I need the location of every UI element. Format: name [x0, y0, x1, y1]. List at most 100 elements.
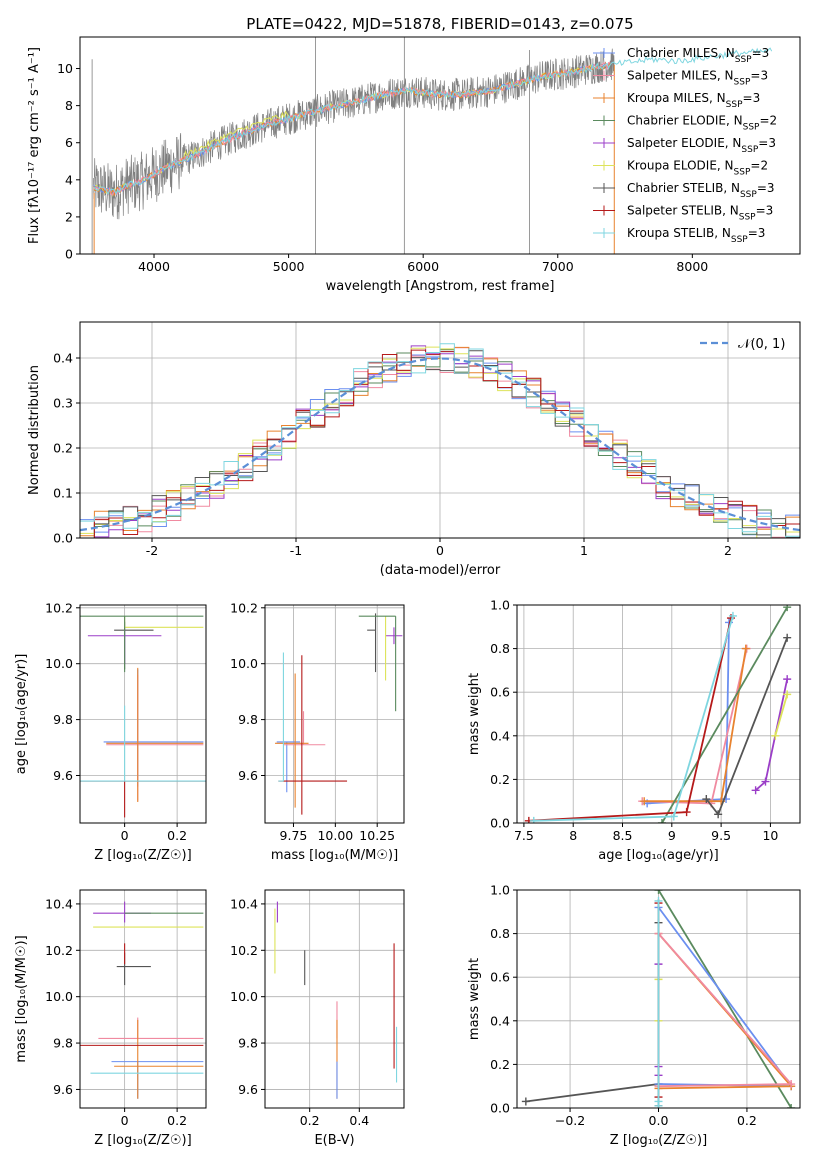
y-tick-label: 6 — [65, 135, 73, 150]
panel-mass-vs-Z: 0 0.2 9.6 9.8 10.0 10.2 10.4 Z [log₁₀(Z/Z☉)] mas… — [14, 889, 207, 1148]
plot-area — [80, 343, 800, 538]
y-tick-label: 0.0 — [490, 816, 510, 831]
y-axis-label: Flux [fλ10⁻¹⁷ erg cm⁻² s⁻¹ A⁻¹] — [27, 47, 42, 244]
weight-marker — [783, 675, 792, 684]
y-axis-label: Normed distribution — [27, 365, 42, 495]
legend-entry: Chabrier MILES, NSSP=3 — [627, 46, 769, 65]
y-axis-label: mass weight — [467, 673, 482, 755]
plot-area — [524, 605, 792, 823]
weight-marker — [640, 797, 649, 806]
legend-entry: Kroupa ELODIE, NSSP=2 — [627, 159, 768, 178]
y-tick-label: 9.6 — [53, 768, 73, 783]
x-axis-label: age [log₁₀(age/yr)] — [598, 848, 719, 863]
y-tick-label: 10.2 — [45, 600, 73, 615]
weight-marker — [751, 786, 760, 795]
y-tick-label: 0.3 — [53, 396, 73, 411]
plot-area — [275, 613, 403, 815]
x-axis-label: Z [log₁₀(Z/Z☉)] — [610, 1133, 707, 1148]
legend-entry: Salpeter MILES, NSSP=3 — [627, 69, 768, 88]
y-tick-label: 0.8 — [490, 641, 510, 656]
plot-area — [80, 901, 204, 1099]
x-tick-label: 8000 — [676, 259, 708, 274]
weight-marker — [669, 812, 678, 821]
y-tick-label: 10.4 — [45, 896, 73, 911]
x-tick-label: 5000 — [273, 259, 305, 274]
weight-marker — [783, 690, 792, 699]
weight-marker — [741, 644, 750, 653]
figure-title: PLATE=0422, MJD=51878, FIBERID=0143, z=0… — [246, 15, 633, 33]
x-axis-label: (data-model)/error — [380, 563, 501, 578]
panel-age-vs-Z: 0 0.2 9.6 9.8 10.0 10.2 Z [log₁₀(Z/Z☉)] age [lo… — [14, 600, 207, 863]
x-tick-label: 0.2 — [167, 828, 187, 843]
y-tick-label: 9.8 — [238, 712, 258, 727]
axes-frame — [516, 604, 801, 824]
x-tick-label: 0.2 — [300, 1113, 320, 1128]
weight-line — [774, 694, 789, 737]
normal-curve — [80, 357, 800, 532]
y-tick-label: 10.0 — [45, 656, 73, 671]
y-tick-label: 9.6 — [53, 1082, 73, 1097]
plot-area — [80, 615, 206, 818]
x-tick-label: 9.75 — [280, 828, 308, 843]
weight-marker — [657, 819, 666, 823]
data-spectrum — [93, 48, 615, 220]
plot-area — [91, 37, 773, 254]
weight-marker — [714, 810, 723, 819]
legend-entry: Salpeter ELODIE, NSSP=3 — [627, 136, 776, 155]
y-tick-label: 9.6 — [238, 1082, 258, 1097]
y-tick-label: 0.8 — [490, 926, 510, 941]
panel-mass-vs-EBV: 0.2 0.4 9.6 9.8 10.0 10.2 10.4 E(B-V) — [230, 889, 405, 1148]
weight-marker — [787, 1080, 796, 1089]
x-tick-label: 10.25 — [359, 828, 395, 843]
weight-line — [755, 678, 789, 791]
y-tick-label: 10.0 — [230, 989, 258, 1004]
legend-entry: 𝒩(0, 1) — [738, 337, 785, 352]
x-tick-label: 0.2 — [737, 1113, 757, 1128]
weight-marker — [787, 1104, 796, 1108]
weight-marker — [783, 633, 792, 642]
x-tick-label: 0.0 — [649, 1113, 669, 1128]
panel-weight-vs-Z: −0.2 0.0 0.2 0.0 0.2 0.4 0.6 0.8 1.0 Z [log₁₀(Z/Z… — [467, 883, 801, 1148]
x-tick-label: 0.2 — [167, 1113, 187, 1128]
x-axis-label: Z [log₁₀(Z/Z☉)] — [94, 1133, 191, 1148]
weight-line — [525, 922, 660, 1103]
x-tick-label: 1 — [580, 543, 588, 558]
weight-marker — [682, 808, 691, 817]
axes-frame — [264, 889, 405, 1109]
weight-marker — [702, 795, 711, 804]
x-tick-label: 7000 — [542, 259, 574, 274]
y-tick-label: 9.8 — [53, 1036, 73, 1051]
weight-marker — [529, 816, 538, 823]
x-tick-label: 8.5 — [613, 828, 633, 843]
weight-marker — [783, 605, 792, 612]
y-axis-label: mass weight — [467, 958, 482, 1040]
y-tick-label: 2 — [65, 209, 73, 224]
axes-frame — [79, 889, 207, 1109]
histogram-step — [80, 349, 800, 538]
y-tick-label: 10.2 — [230, 600, 258, 615]
x-tick-label: 0 — [121, 828, 129, 843]
axes-frame — [79, 604, 207, 824]
y-tick-label: 0.4 — [490, 1013, 510, 1028]
y-tick-label: 0 — [65, 247, 73, 262]
y-tick-label: 10.0 — [230, 656, 258, 671]
axes-frame — [79, 36, 801, 255]
panel-spectrum: 4000 5000 6000 7000 8000 0 2 4 6 8 10 wavelength [A… — [27, 36, 801, 294]
x-tick-label: 10.00 — [317, 828, 353, 843]
weight-marker — [654, 1097, 663, 1106]
y-tick-label: 9.8 — [53, 712, 73, 727]
y-tick-label: 4 — [65, 172, 73, 187]
x-tick-label: 0 — [121, 1113, 129, 1128]
legend-entry: Kroupa STELIB, NSSP=3 — [627, 226, 765, 245]
weight-line — [657, 906, 794, 1088]
y-tick-label: 10.2 — [45, 943, 73, 958]
y-axis-label: age [log₁₀(age/yr)] — [14, 654, 29, 775]
x-tick-label: 9 — [668, 828, 676, 843]
y-tick-label: 0.0 — [490, 1101, 510, 1116]
legend-entry: Kroupa MILES, NSSP=3 — [627, 91, 760, 110]
weight-marker — [728, 611, 737, 620]
x-axis-label: E(B-V) — [314, 1133, 354, 1148]
x-tick-label: −0.2 — [555, 1113, 585, 1128]
y-tick-label: 0.4 — [490, 728, 510, 743]
